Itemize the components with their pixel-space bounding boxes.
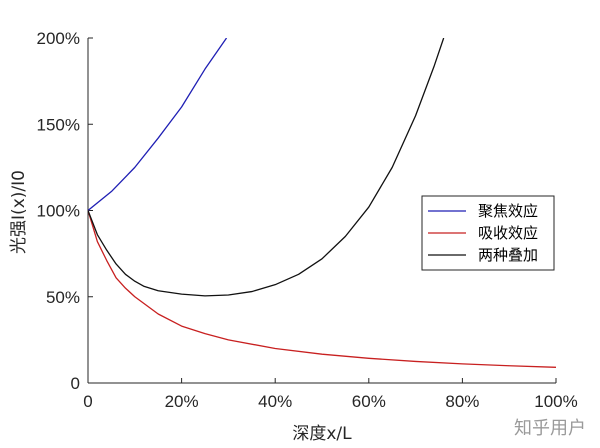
series-lines	[88, 38, 556, 368]
x-tick-label: 40%	[258, 392, 292, 411]
y-tick-label: 100%	[37, 202, 80, 221]
x-tick-label: 0	[83, 392, 92, 411]
x-tick-label: 60%	[352, 392, 386, 411]
y-axis-label: 光强I(x)/I0	[9, 170, 29, 254]
watermark: 知乎用户	[514, 418, 586, 439]
series-line-3	[88, 38, 445, 297]
legend-label: 吸收效应	[478, 224, 538, 242]
watermark-text: 知乎用户	[514, 418, 586, 439]
y-tick-label: 200%	[37, 29, 80, 48]
series-line-2	[88, 210, 556, 368]
tick-labels: 0 20% 40% 60% 80% 100% 0 50% 100% 150% 200%	[37, 29, 578, 411]
y-tick-label: 0	[71, 374, 80, 393]
legend-label: 聚焦效应	[478, 202, 538, 220]
series-line-1	[88, 38, 228, 212]
y-tick-label: 50%	[46, 288, 80, 307]
y-tick-label: 150%	[37, 115, 80, 134]
x-tick-label: 100%	[534, 392, 577, 411]
x-tick-label: 20%	[165, 392, 199, 411]
legend-label: 两种叠加	[478, 246, 538, 264]
x-tick-label: 80%	[445, 392, 479, 411]
x-axis-label: 深度x/L	[292, 424, 352, 444]
